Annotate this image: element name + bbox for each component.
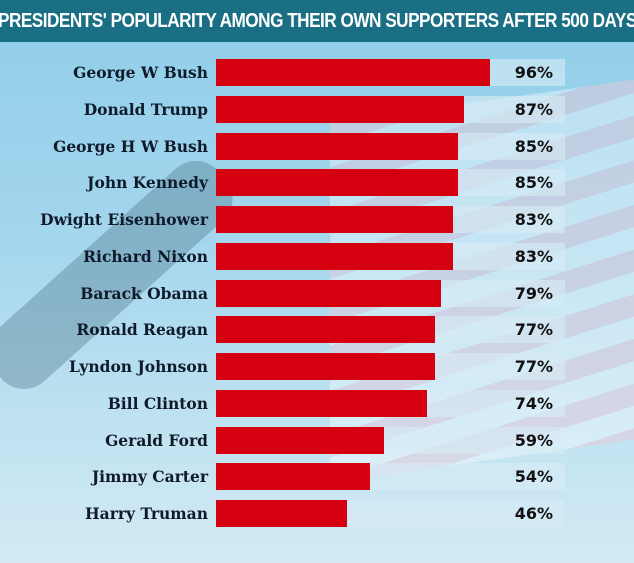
category-label: Bill Clinton	[107, 393, 208, 413]
bar	[216, 169, 459, 197]
bar	[216, 353, 436, 380]
data-label: 85%	[514, 173, 553, 193]
bar	[216, 426, 385, 454]
bar-row: Harry Truman 46%	[0, 500, 634, 527]
category-label: Lyndon Johnson	[68, 357, 208, 376]
title-banner: PRESIDENTS' POPULARITY AMONG THEIR OWN S…	[0, 0, 634, 42]
bar-row: Richard Nixon 83%	[0, 242, 634, 270]
category-label: Gerald Ford	[105, 430, 208, 450]
bar	[216, 206, 453, 233]
bar-row: Barack Obama 79%	[0, 279, 634, 307]
bar-row: Jimmy Carter 54%	[0, 463, 634, 491]
bar-row: Gerald Ford 59%	[0, 426, 634, 454]
data-label: 96%	[514, 63, 553, 82]
data-label: 77%	[514, 320, 553, 340]
bar-row: Dwight Eisenhower 83%	[0, 206, 634, 233]
bar	[216, 463, 370, 491]
category-label: Harry Truman	[85, 504, 208, 523]
category-label: Richard Nixon	[83, 246, 208, 266]
data-label: 87%	[514, 99, 553, 119]
data-label: 59%	[514, 430, 553, 450]
bar-row: Donald Trump 87%	[0, 95, 634, 123]
data-label: 74%	[514, 393, 553, 413]
data-label: 54%	[514, 467, 553, 487]
data-label: 83%	[514, 246, 553, 266]
bar-row: John Kennedy 85%	[0, 169, 634, 197]
bar	[216, 59, 490, 86]
data-label: 77%	[514, 357, 553, 376]
category-label: Dwight Eisenhower	[40, 210, 208, 229]
category-label: George H W Bush	[53, 136, 208, 156]
bar	[216, 389, 427, 417]
bar	[216, 132, 459, 160]
bar	[216, 242, 453, 270]
bar	[216, 316, 436, 344]
data-label: 83%	[514, 210, 553, 229]
category-label: Barack Obama	[80, 283, 208, 303]
category-label: Donald Trump	[83, 99, 208, 119]
bar-row: George W Bush 96%	[0, 59, 634, 86]
category-label: George W Bush	[73, 63, 208, 82]
bar-row: Ronald Reagan 77%	[0, 316, 634, 344]
category-label: John Kennedy	[87, 173, 208, 193]
bar	[216, 500, 348, 527]
category-label: Ronald Reagan	[76, 320, 208, 340]
data-label: 46%	[514, 504, 553, 523]
data-label: 79%	[514, 283, 553, 303]
chart-title: PRESIDENTS' POPULARITY AMONG THEIR OWN S…	[0, 9, 634, 32]
bar-row: Bill Clinton 74%	[0, 389, 634, 417]
bar-row: George H W Bush 85%	[0, 132, 634, 160]
category-label: Jimmy Carter	[91, 467, 208, 487]
data-label: 85%	[514, 136, 553, 156]
bar-row: Lyndon Johnson 77%	[0, 353, 634, 380]
bar	[216, 279, 442, 307]
bar	[216, 95, 464, 123]
